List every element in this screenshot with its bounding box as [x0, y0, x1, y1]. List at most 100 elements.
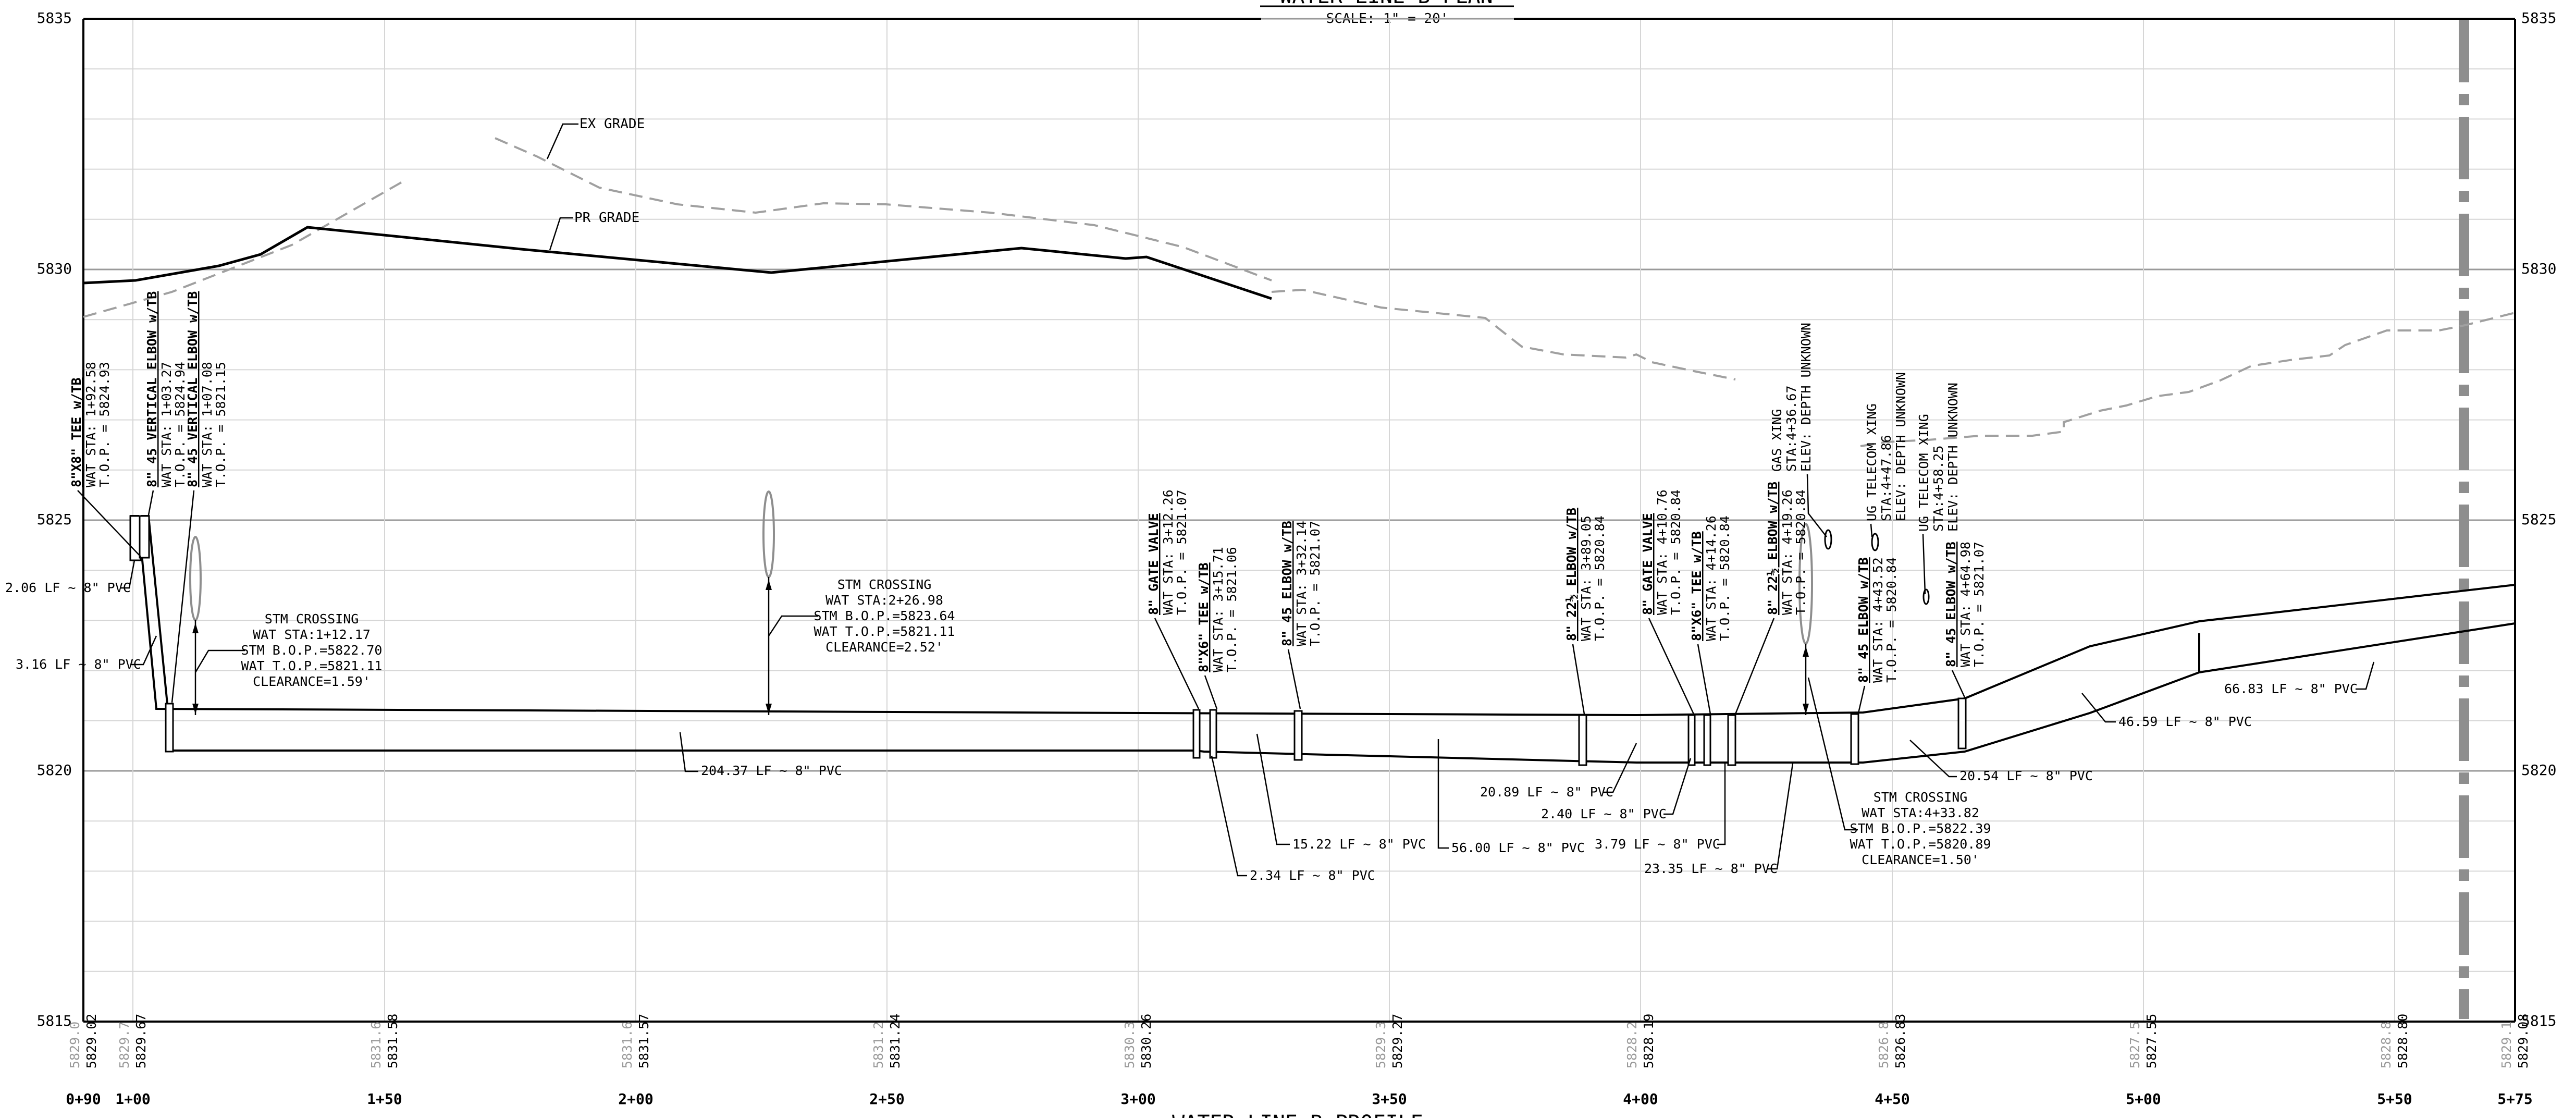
utility-detail: ELEV: DEPTH UNKNOWN: [1798, 323, 1814, 472]
fitting-title: 8" GATE VALVE: [1146, 513, 1161, 615]
plan-title: WATER LINE B PLAN: [1279, 0, 1493, 8]
utility-leader: [1922, 534, 1926, 595]
fitting-station: WAT STA: 4+14.26: [1704, 515, 1719, 641]
crossing-detail: WAT T.O.P.=5821.11: [814, 624, 955, 639]
station-label: 3+00: [1120, 1090, 1155, 1108]
pipe-length-leader: [1437, 739, 1449, 849]
elevation-label-right: 5815: [2521, 1012, 2556, 1029]
fitting-callout: 8" GATE VALVE WAT STA: 3+12.26T.O.P. = 58…: [1146, 489, 1200, 709]
proposed-elevation: 5829.08: [2516, 1014, 2531, 1068]
fitting-leader: [1572, 644, 1585, 715]
valve-fitting: [1192, 709, 1201, 759]
fitting-callout: 8" 22½ ELBOW w/TB WAT STA: 4+19.26T.O.P. …: [1734, 482, 1808, 715]
pipe-length-label: 23.35 LF ~ 8" PVC: [1644, 861, 1778, 876]
elevation-label-right: 5820: [2521, 761, 2556, 779]
pipe-length-leader: [1717, 764, 1726, 845]
pipe-length-label: 3.16 LF ~ 8" PVC: [16, 657, 141, 672]
pipe-length-label: 56.00 LF ~ 8" PVC: [1451, 840, 1585, 855]
pr-grade-label: PR GRADE: [574, 210, 639, 226]
utility-detail: STA:4+36.67: [1784, 385, 1799, 472]
utility-detail: STA:4+47.86: [1879, 435, 1894, 521]
pipe-length-label: 20.54 LF ~ 8" PVC: [1959, 768, 2093, 783]
station-label: 3+50: [1372, 1090, 1407, 1108]
fitting-callout: 8"X8" TEE w/TB WAT STA: 1+92.58T.O.P. = 5…: [69, 362, 141, 557]
profile-title: WATER LINE B PROFILE: [1172, 1111, 1423, 1118]
existing-elevation: 5831.2: [871, 1022, 886, 1068]
fitting-station: WAT STA: 1+92.58: [83, 362, 98, 487]
existing-elevation: 5829.7: [117, 1022, 132, 1068]
elbow-fitting: [1578, 714, 1587, 766]
fitting-leader: [1204, 675, 1218, 709]
pipe-length-callout: 56.00 LF ~ 8" PVC: [1437, 739, 1585, 855]
crossing-leader: [1807, 677, 1858, 831]
station-label: 2+50: [869, 1090, 904, 1108]
crossing-markers: [189, 490, 1930, 715]
pipe-length-callout: 66.83 LF ~ 8" PVC: [2224, 661, 2375, 696]
crossing-detail: CLEARANCE=2.52': [825, 640, 943, 655]
pipe-length-leader: [2081, 693, 2116, 723]
fitting-title: 8" 22½ ELBOW w/TB: [1564, 508, 1579, 641]
proposed-elevation: 5831.57: [636, 1014, 651, 1068]
water-pipe: [130, 515, 2516, 764]
elevation-label-left: 5835: [37, 9, 72, 27]
fitting-leader: [1951, 670, 1966, 698]
pipe-length-leader: [679, 732, 698, 772]
elbow-fitting: [1293, 710, 1303, 761]
pipe-length-label: 2.34 LF ~ 8" PVC: [1250, 868, 1375, 883]
proposed-elevation: 5829.67: [133, 1014, 149, 1068]
station-labels: 0+90 1+00 1+50 2+00 2+50 3+00 3+50 4+00 4+50 5+00…: [66, 1090, 2532, 1108]
station-label: 2+00: [618, 1090, 653, 1108]
pipe-length-callout: 23.35 LF ~ 8" PVC: [1644, 763, 1794, 876]
pipe-length-leader: [1663, 758, 1692, 815]
proposed-elevation: 5827.55: [2144, 1014, 2159, 1068]
fitting-station: WAT STA: 4+64.98: [1958, 542, 1973, 667]
fitting-title: 8" GATE VALVE: [1640, 513, 1655, 615]
elbow-fitting: [1727, 714, 1736, 766]
fitting-station: WAT STA: 4+10.76: [1655, 489, 1670, 615]
pipe-length-label: 3.79 LF ~ 8" PVC: [1595, 837, 1720, 852]
station-label: 1+00: [115, 1090, 150, 1108]
pipe-length-callout: 2.34 LF ~ 8" PVC: [1211, 755, 1375, 883]
fitting-title: 8" 45 ELBOW w/TB: [1856, 557, 1871, 683]
fitting-top-of-pipe: T.O.P. = 5820.84: [1793, 489, 1808, 615]
pipe-length-leader: [1909, 740, 1957, 778]
utility-leader: [1806, 474, 1827, 537]
fitting-leader: [1287, 649, 1301, 709]
fitting-top-of-pipe: T.O.P. = 5824.94: [172, 362, 188, 487]
fitting-top-of-pipe: T.O.P. = 5824.93: [97, 362, 112, 487]
pipe-length-leader: [1603, 743, 1637, 793]
fitting-leader: [77, 490, 141, 557]
existing-elevation: 5830.3: [1122, 1022, 1137, 1068]
existing-elevation: 5831.6: [620, 1022, 635, 1068]
elevation-label-left: 5820: [37, 761, 72, 779]
pipe-length-label: 66.83 LF ~ 8" PVC: [2224, 681, 2358, 696]
crossing-detail: WAT T.O.P.=5820.89: [1850, 837, 1991, 852]
proposed-grade-line: [83, 226, 1272, 300]
existing-grade-line: [83, 137, 2516, 447]
fitting-station: WAT STA: 1+07.08: [200, 362, 215, 487]
elevation-label-left: 5815: [37, 1012, 72, 1029]
elevation-label-right: 5835: [2521, 9, 2556, 27]
pr-grade-leader: [549, 217, 573, 251]
crossing-detail: CLEARANCE=1.59': [253, 674, 371, 689]
fitting-title: 8" 45 VERTICAL ELBOW w/TB: [144, 291, 159, 487]
fitting-station: WAT STA: 3+32.14: [1294, 521, 1309, 646]
fitting-station: WAT STA: 1+03.27: [159, 362, 174, 487]
fitting-leader: [147, 490, 154, 515]
elbow-fitting: [1850, 713, 1859, 765]
fitting-callout: 8" 45 ELBOW w/TB WAT STA: 3+32.14T.O.P. =…: [1279, 521, 1323, 709]
pipe-length-callout: 2.40 LF ~ 8" PVC: [1541, 758, 1692, 821]
fitting-callouts: 8"X8" TEE w/TB WAT STA: 1+92.58T.O.P. = 5…: [69, 291, 1987, 715]
existing-elevation: 5829.3: [1373, 1022, 1388, 1068]
pipe-length-label: 46.59 LF ~ 8" PVC: [2118, 714, 2252, 729]
fitting-leader: [1734, 618, 1775, 715]
fitting-callout: 8" 45 VERTICAL ELBOW w/TB WAT STA: 1+03.2…: [144, 291, 188, 515]
pipe-length-leader: [1211, 755, 1247, 877]
station-label: 5+00: [2126, 1090, 2161, 1108]
crossing-detail: WAT STA:2+26.98: [825, 593, 943, 608]
pipe-length-label: 2.06 LF ~ 8" PVC: [5, 580, 131, 595]
utility-callouts: GAS XING STA:4+36.67 ELEV: DEPTH UNKNOWN UG…: [1769, 323, 1961, 595]
proposed-elevation: 5829.27: [1390, 1014, 1405, 1068]
valve-fitting: [1687, 714, 1696, 766]
